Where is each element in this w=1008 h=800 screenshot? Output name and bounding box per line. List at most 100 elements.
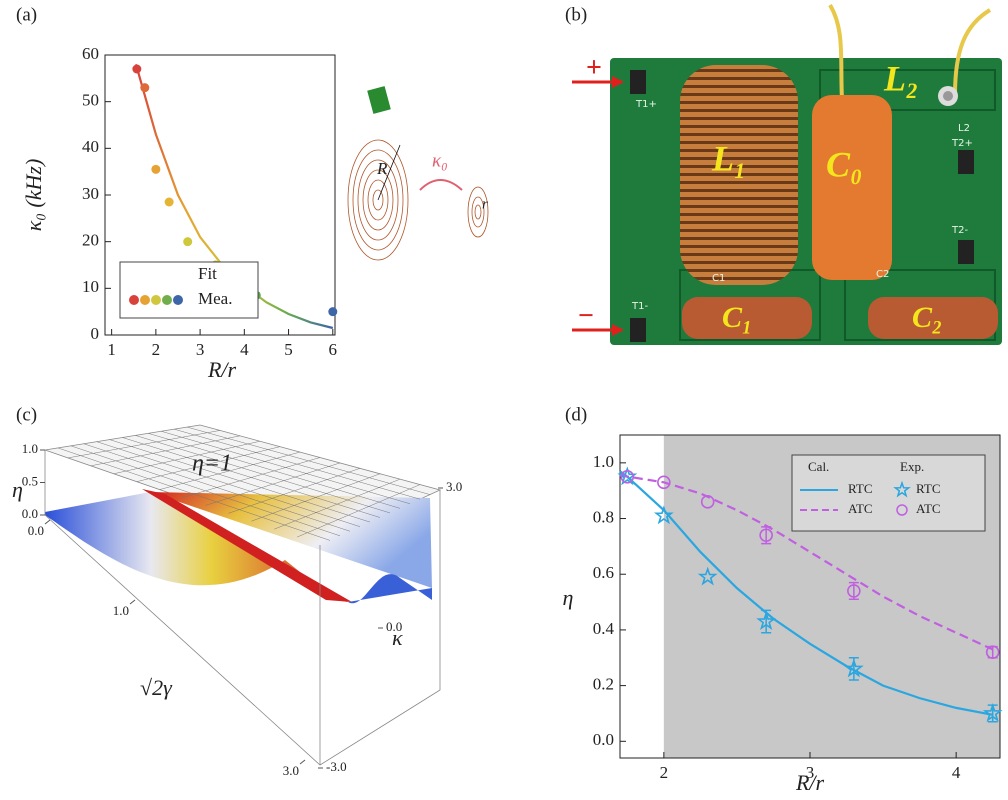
star-point [756,611,777,631]
panel-label: (b) [565,4,587,25]
silkscreen: T1+ [635,99,657,110]
star-point [653,505,674,525]
surface-plot [44,424,442,766]
y-axis-label: κ₀ (kHz) [21,159,46,232]
component-label: C₀ [826,144,863,184]
panel-label: (d) [565,404,587,425]
circle-point [700,495,715,509]
y-tick-label: 1.0 [593,452,614,471]
component-label: L₁ [711,138,747,178]
annotation: R [376,159,388,178]
silkscreen: T1- [631,301,648,312]
y-tick-label: 60 [82,44,99,63]
x-tick-label: 0.0 [28,523,44,538]
line [619,470,993,716]
terminal-sign: + [586,52,602,83]
legend-marker [173,295,183,305]
circle-point [985,645,1000,659]
x-tick-label: 6 [329,340,338,359]
y-tick-label: 0.6 [593,563,614,582]
legend-marker [896,504,908,516]
wire [296,484,421,538]
x-tick-label: 3 [806,763,815,782]
component-label: C₁ [722,301,752,334]
star-point [982,703,1003,722]
z-tick-label: 1.0 [22,441,38,456]
wire [274,478,401,530]
axis-label: κ [392,625,403,650]
legend-label: RTC [848,481,873,496]
x-tick-label: 3 [196,340,205,359]
x-axis-label: R/r [207,357,237,382]
legend-marker [129,295,139,305]
legend-box [119,261,259,319]
y-tick-label: 30 [82,184,99,203]
legend-box [791,454,986,532]
wireframe [57,426,431,541]
annotation: η=1 [192,451,232,477]
panel-label: (a) [16,4,37,25]
silkscreen: C2 [876,269,889,280]
legend-marker [151,295,161,305]
z-tick-label: 0.0 [22,506,38,521]
legend-marker [140,295,150,305]
point [132,64,142,74]
component-label: C₂ [912,301,942,334]
circle-point [657,475,671,490]
wire [187,426,431,495]
legend-label: ATC [916,501,941,516]
y-tick-label: 40 [82,137,99,156]
y-axis-label: η [563,585,574,610]
component-label: L₂ [883,58,919,98]
panel-label: (c) [16,404,37,425]
z-tick-label: 0.5 [22,473,38,488]
x-tick-label: 4 [240,340,249,359]
x-tick-label: 1.0 [113,603,129,618]
annotation: r [482,196,488,212]
legend-marker [893,480,911,498]
legend-title: Cal. [808,459,829,474]
y-tick-label: 0.4 [593,619,615,638]
y-tick-label: 0.2 [593,675,614,694]
y-tick-label: 50 [82,91,99,110]
x-tick-label: 2 [660,763,669,782]
point [183,237,193,247]
y-tick-label: 0 [91,324,100,343]
x-tick-label: 5 [284,340,293,359]
legend-label: Fit [198,264,217,283]
circle-point [759,528,773,543]
legend-marker [162,295,172,305]
circuit-photo [572,3,1002,345]
y-tick-label: -3.0 [326,759,347,774]
y-tick-label: 0.8 [593,507,614,526]
legend-title: Exp. [900,459,924,474]
y-tick-label: 0.0 [593,730,614,749]
x-tick-label: 1 [107,340,116,359]
legend-label: ATC [848,501,873,516]
x-tick [129,599,136,605]
x-axis-label: R/r [795,770,825,795]
circle-point [620,469,635,484]
terminal-sign: − [578,300,594,331]
x-tick-label: 4 [952,763,961,782]
x-tick-label: 2 [152,340,161,359]
y-tick-label: 3.0 [446,479,462,494]
y-tick-label: 0.0 [386,619,402,634]
y-tick-label: 10 [82,277,99,296]
annotation: κ₀ [432,150,448,171]
star-point [843,658,864,678]
axis-label: √2γ [140,675,173,700]
coil-inset [347,139,489,261]
point [151,164,161,174]
silkscreen: T2+ [951,138,973,149]
axis-label: η [12,477,23,502]
circle-point [847,584,861,598]
point [164,197,174,207]
legend-label: RTC [916,481,941,496]
y-tick-label: 20 [82,231,99,250]
point [140,83,150,93]
chip [367,86,391,114]
silkscreen: T2- [951,225,968,236]
point [328,307,338,317]
